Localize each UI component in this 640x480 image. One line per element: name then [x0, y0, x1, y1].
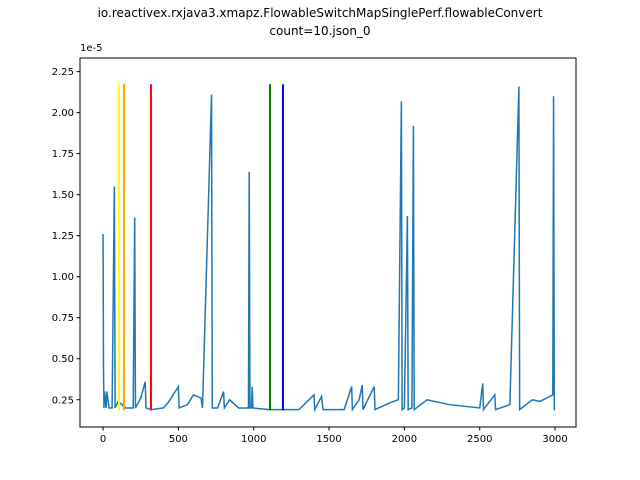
chart-title: io.reactivex.rxjava3.xmapz.FlowableSwitc… [98, 6, 543, 20]
x-tick-label: 2500 [467, 434, 492, 445]
y-tick-label: 0.75 [52, 313, 74, 324]
chart-title: count=10.json_0 [269, 24, 370, 38]
x-tick-label: 3000 [542, 434, 567, 445]
x-tick-label: 0 [100, 434, 106, 445]
y-tick-label: 2.00 [52, 108, 74, 119]
y-tick-label: 0.50 [52, 354, 74, 365]
x-tick-label: 1500 [316, 434, 341, 445]
y-tick-label: 1.25 [52, 231, 74, 242]
x-tick-label: 1000 [241, 434, 266, 445]
y-tick-label: 0.25 [52, 395, 74, 406]
x-tick-label: 2000 [392, 434, 417, 445]
x-tick-label: 500 [169, 434, 188, 445]
axes-frame [79, 57, 577, 428]
y-tick-label: 1.00 [52, 272, 74, 283]
y-tick-label: 1.50 [52, 190, 74, 201]
data-line [102, 86, 556, 413]
offset-label: 1e-5 [80, 43, 103, 54]
y-tick-label: 2.25 [52, 67, 74, 78]
y-tick-label: 1.75 [52, 149, 74, 160]
